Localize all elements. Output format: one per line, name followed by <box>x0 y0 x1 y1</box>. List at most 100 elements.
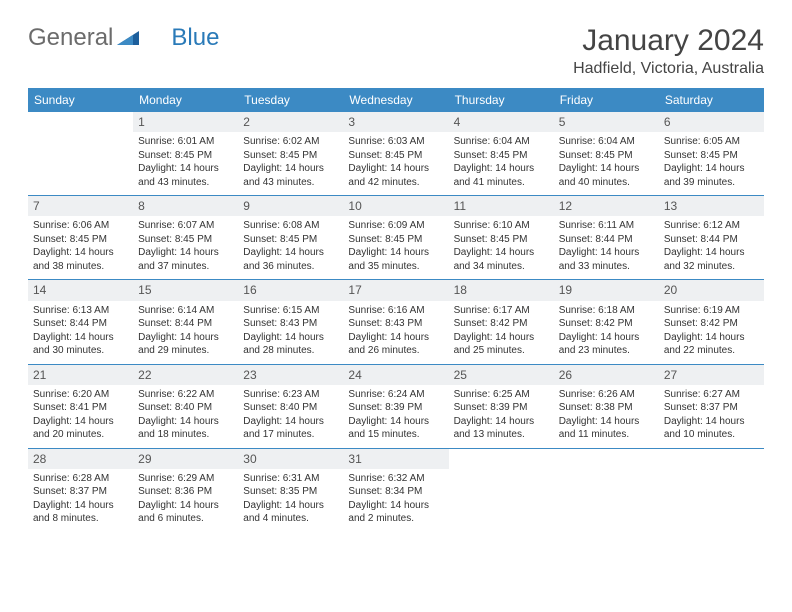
sunset-text: Sunset: 8:45 PM <box>138 233 233 247</box>
daylight-text: Daylight: 14 hours and 6 minutes. <box>138 499 233 526</box>
calendar-week-row: 28Sunrise: 6:28 AMSunset: 8:37 PMDayligh… <box>28 449 764 532</box>
day-details: Sunrise: 6:20 AMSunset: 8:41 PMDaylight:… <box>28 385 133 448</box>
location-label: Hadfield, Victoria, Australia <box>573 60 764 78</box>
sunrise-text: Sunrise: 6:12 AM <box>664 219 759 233</box>
sunrise-text: Sunrise: 6:09 AM <box>348 219 443 233</box>
day-number <box>659 449 764 453</box>
brand-logo: General Blue <box>28 24 219 52</box>
day-details: Sunrise: 6:04 AMSunset: 8:45 PMDaylight:… <box>554 132 659 195</box>
sunrise-text: Sunrise: 6:02 AM <box>243 135 338 149</box>
sunset-text: Sunset: 8:37 PM <box>664 401 759 415</box>
calendar-day-cell: 23Sunrise: 6:23 AMSunset: 8:40 PMDayligh… <box>238 365 343 448</box>
day-details: Sunrise: 6:04 AMSunset: 8:45 PMDaylight:… <box>449 132 554 195</box>
day-number: 24 <box>343 365 448 385</box>
day-number: 10 <box>343 196 448 216</box>
calendar-week-row: 7Sunrise: 6:06 AMSunset: 8:45 PMDaylight… <box>28 196 764 280</box>
weekday-header: Tuesday <box>238 88 343 112</box>
daylight-text: Daylight: 14 hours and 22 minutes. <box>664 331 759 358</box>
daylight-text: Daylight: 14 hours and 2 minutes. <box>348 499 443 526</box>
daylight-text: Daylight: 14 hours and 40 minutes. <box>559 162 654 189</box>
day-number <box>554 449 659 453</box>
day-details: Sunrise: 6:15 AMSunset: 8:43 PMDaylight:… <box>238 301 343 364</box>
daylight-text: Daylight: 14 hours and 39 minutes. <box>664 162 759 189</box>
day-details: Sunrise: 6:12 AMSunset: 8:44 PMDaylight:… <box>659 216 764 279</box>
sunrise-text: Sunrise: 6:06 AM <box>33 219 128 233</box>
calendar-day-cell: 29 Sunrise: 6:29 AMSunset: 8:36 PMDayligh… <box>133 449 238 532</box>
day-number: 13 <box>659 196 764 216</box>
sunrise-text: Sunrise: 6:31 AM <box>243 472 338 486</box>
calendar-day-cell: 10Sunrise: 6:09 AMSunset: 8:45 PMDayligh… <box>343 196 448 279</box>
daylight-text: Daylight: 14 hours and 34 minutes. <box>454 246 549 273</box>
day-number: 31 <box>343 449 448 469</box>
calendar-day-cell: 21Sunrise: 6:20 AMSunset: 8:41 PMDayligh… <box>28 365 133 448</box>
day-number: 9 <box>238 196 343 216</box>
calendar-day-cell: 27 Sunrise: 6:27 AMSunset: 8:37 PMDayligh… <box>659 365 764 448</box>
day-number: 5 <box>554 112 659 132</box>
daylight-text: Daylight: 14 hours and 29 minutes. <box>138 331 233 358</box>
calendar-day-cell: 14Sunrise: 6:13 AMSunset: 8:44 PMDayligh… <box>28 280 133 363</box>
logo-triangle-icon <box>117 24 139 52</box>
calendar-day-cell: 11Sunrise: 6:10 AMSunset: 8:45 PMDayligh… <box>449 196 554 279</box>
day-number: 12 <box>554 196 659 216</box>
day-number: 15 <box>133 280 238 300</box>
day-details: Sunrise: 6:09 AMSunset: 8:45 PMDaylight:… <box>343 216 448 279</box>
calendar-day-cell: 22Sunrise: 6:22 AMSunset: 8:40 PMDayligh… <box>133 365 238 448</box>
sunrise-text: Sunrise: 6:03 AM <box>348 135 443 149</box>
sunrise-text: Sunrise: 6:19 AM <box>664 304 759 318</box>
daylight-text: Daylight: 14 hours and 18 minutes. <box>138 415 233 442</box>
title-block: January 2024 Hadfield, Victoria, Austral… <box>573 24 764 78</box>
sunset-text: Sunset: 8:45 PM <box>348 149 443 163</box>
calendar-day-cell: 1Sunrise: 6:01 AMSunset: 8:45 PMDaylight… <box>133 112 238 195</box>
daylight-text: Daylight: 14 hours and 23 minutes. <box>559 331 654 358</box>
day-details: Sunrise: 6:28 AMSunset: 8:37 PMDaylight:… <box>28 469 133 532</box>
sunrise-text: Sunrise: 6:11 AM <box>559 219 654 233</box>
daylight-text: Daylight: 14 hours and 26 minutes. <box>348 331 443 358</box>
day-details: Sunrise: 6:07 AMSunset: 8:45 PMDaylight:… <box>133 216 238 279</box>
day-number: 1 <box>133 112 238 132</box>
day-details: Sunrise: 6:31 AMSunset: 8:35 PMDaylight:… <box>238 469 343 532</box>
sunset-text: Sunset: 8:40 PM <box>138 401 233 415</box>
weekday-header: Saturday <box>659 88 764 112</box>
day-details: Sunrise: 6:11 AMSunset: 8:44 PMDaylight:… <box>554 216 659 279</box>
sunset-text: Sunset: 8:36 PM <box>138 485 233 499</box>
page-header: General Blue January 2024 Hadfield, Vict… <box>28 24 764 78</box>
sunset-text: Sunset: 8:41 PM <box>33 401 128 415</box>
sunrise-text: Sunrise: 6:15 AM <box>243 304 338 318</box>
sunset-text: Sunset: 8:45 PM <box>243 149 338 163</box>
daylight-text: Daylight: 14 hours and 43 minutes. <box>243 162 338 189</box>
day-details: Sunrise: 6:08 AMSunset: 8:45 PMDaylight:… <box>238 216 343 279</box>
sunrise-text: Sunrise: 6:27 AM <box>664 388 759 402</box>
day-number: 25 <box>449 365 554 385</box>
day-number: 14 <box>28 280 133 300</box>
sunset-text: Sunset: 8:45 PM <box>138 149 233 163</box>
daylight-text: Daylight: 14 hours and 4 minutes. <box>243 499 338 526</box>
daylight-text: Daylight: 14 hours and 11 minutes. <box>559 415 654 442</box>
sunset-text: Sunset: 8:42 PM <box>454 317 549 331</box>
daylight-text: Daylight: 14 hours and 37 minutes. <box>138 246 233 273</box>
day-number: 30 <box>238 449 343 469</box>
calendar-day-cell <box>659 449 764 532</box>
day-number: 28 <box>28 449 133 469</box>
day-number: 4 <box>449 112 554 132</box>
weekday-header-row: Sunday Monday Tuesday Wednesday Thursday… <box>28 88 764 112</box>
daylight-text: Daylight: 14 hours and 13 minutes. <box>454 415 549 442</box>
day-number: 16 <box>238 280 343 300</box>
calendar-day-cell: 8Sunrise: 6:07 AMSunset: 8:45 PMDaylight… <box>133 196 238 279</box>
daylight-text: Daylight: 14 hours and 10 minutes. <box>664 415 759 442</box>
calendar-day-cell <box>449 449 554 532</box>
daylight-text: Daylight: 14 hours and 32 minutes. <box>664 246 759 273</box>
daylight-text: Daylight: 14 hours and 41 minutes. <box>454 162 549 189</box>
sunset-text: Sunset: 8:37 PM <box>33 485 128 499</box>
day-number: 7 <box>28 196 133 216</box>
brand-part1: General <box>28 24 113 52</box>
calendar-day-cell: 26Sunrise: 6:26 AMSunset: 8:38 PMDayligh… <box>554 365 659 448</box>
calendar-day-cell: 15Sunrise: 6:14 AMSunset: 8:44 PMDayligh… <box>133 280 238 363</box>
calendar-day-cell: 2Sunrise: 6:02 AMSunset: 8:45 PMDaylight… <box>238 112 343 195</box>
sunrise-text: Sunrise: 6:29 AM <box>138 472 233 486</box>
day-number: 29 <box>133 449 238 469</box>
daylight-text: Daylight: 14 hours and 20 minutes. <box>33 415 128 442</box>
calendar-week-row: 14Sunrise: 6:13 AMSunset: 8:44 PMDayligh… <box>28 280 764 364</box>
calendar-day-cell: 6Sunrise: 6:05 AMSunset: 8:45 PMDaylight… <box>659 112 764 195</box>
day-details: Sunrise: 6:22 AMSunset: 8:40 PMDaylight:… <box>133 385 238 448</box>
day-number: 27 <box>659 365 764 385</box>
